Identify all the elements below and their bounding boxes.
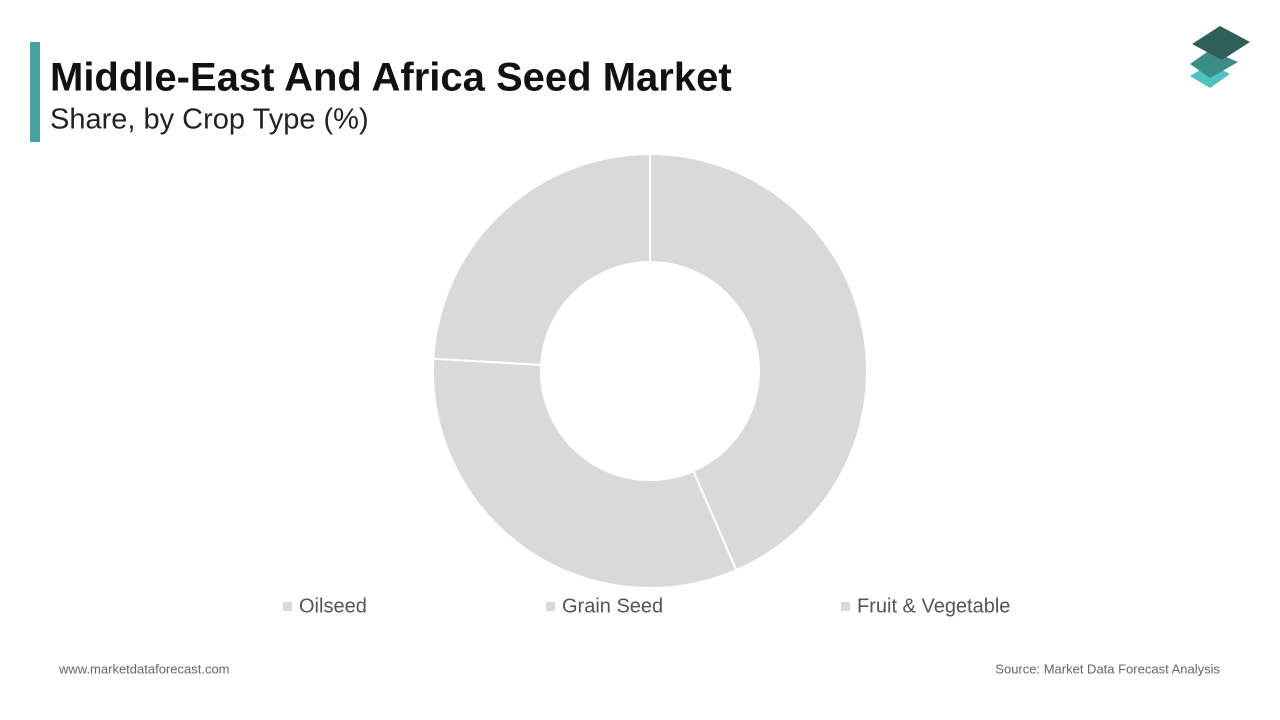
source: Source: Market Data Forecast Analysis bbox=[995, 661, 1220, 676]
chart-subtitle: Share, by Crop Type (%) bbox=[50, 104, 369, 136]
legend-label: Grain Seed bbox=[562, 595, 663, 617]
chart-title: Middle-East And Africa Seed Market bbox=[50, 56, 732, 100]
pie-slice bbox=[432, 152, 651, 366]
pie-slice bbox=[649, 152, 868, 572]
logo bbox=[1190, 26, 1250, 88]
title-accent bbox=[30, 42, 40, 142]
legend-swatch bbox=[841, 602, 850, 611]
legend-swatch bbox=[546, 602, 555, 611]
legend-label: Oilseed bbox=[299, 595, 367, 617]
website: www.marketdataforecast.com bbox=[58, 661, 230, 676]
pie-slice bbox=[432, 357, 738, 589]
legend-label: Fruit & Vegetable bbox=[857, 595, 1010, 617]
legend-swatch bbox=[283, 602, 292, 611]
